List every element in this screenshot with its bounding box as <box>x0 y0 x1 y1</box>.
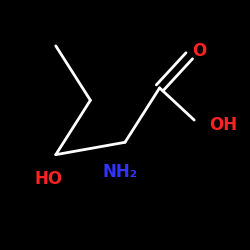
Text: O: O <box>192 42 206 60</box>
Text: OH: OH <box>209 116 237 134</box>
Text: HO: HO <box>34 170 62 188</box>
Text: NH₂: NH₂ <box>102 163 138 181</box>
